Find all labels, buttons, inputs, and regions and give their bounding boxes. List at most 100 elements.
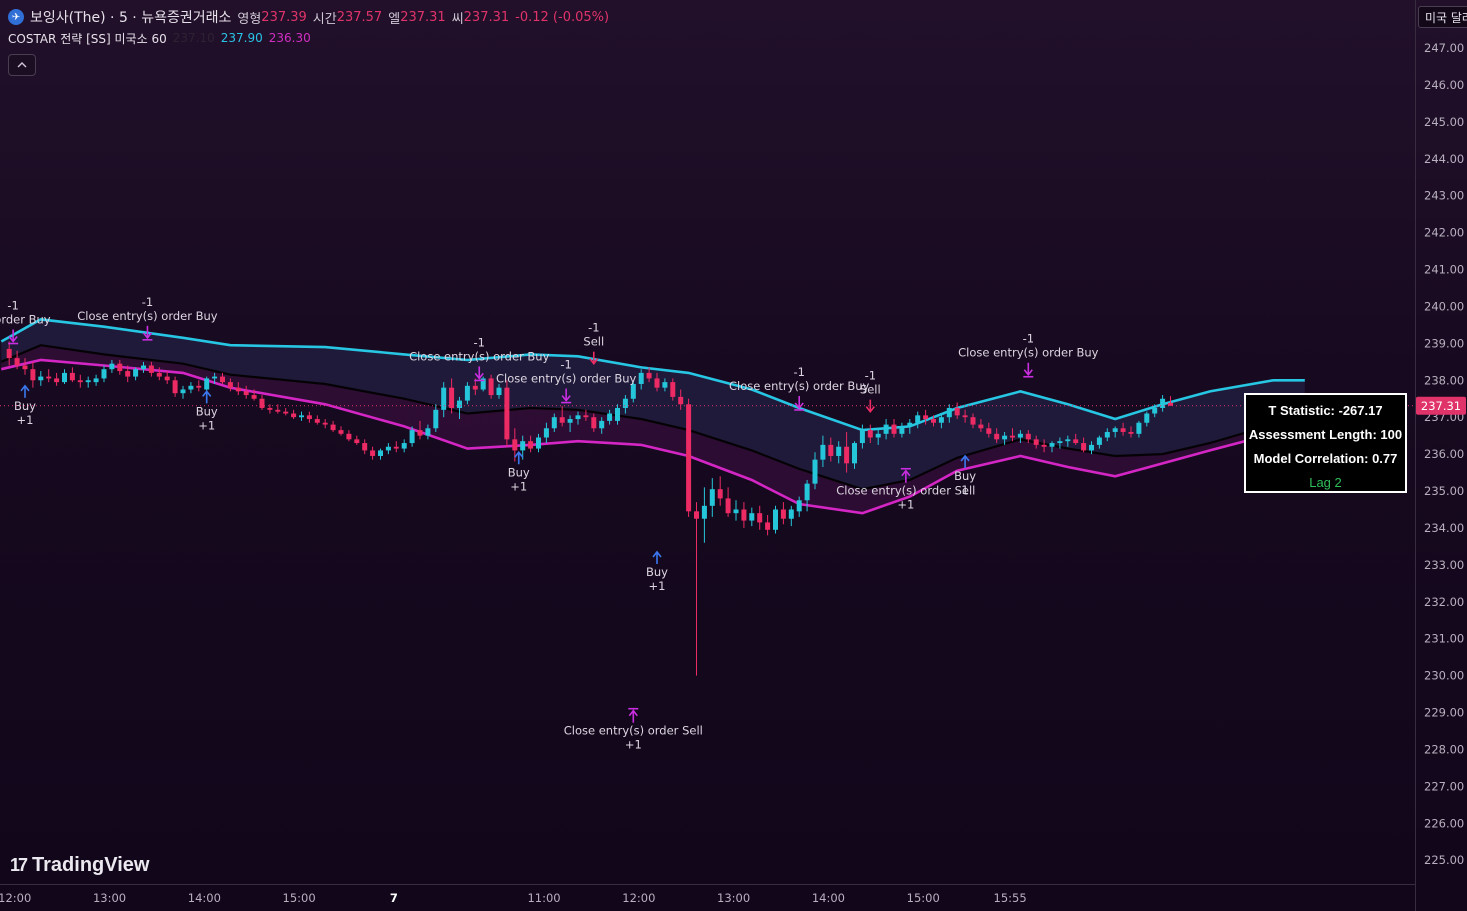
candle-body (464, 385, 470, 401)
candle-body (1041, 444, 1047, 447)
candle-body (962, 415, 968, 418)
candle (907, 419, 913, 434)
candle (417, 420, 423, 440)
time-axis: 12:00 13:00 14:00 15:00 7 11:00 12:00 13:00 14:0… (0, 891, 1027, 905)
candle (69, 367, 75, 383)
candle-body (757, 513, 763, 523)
candle-body (788, 509, 794, 519)
candle (1065, 435, 1071, 447)
candle (464, 382, 470, 405)
candle-body (970, 417, 976, 425)
candle (773, 505, 778, 534)
candle-body (227, 382, 233, 388)
lag-value: Lag 2 (1309, 475, 1342, 490)
candle (836, 441, 842, 464)
trade-marker-entry-buy: Buy+1 (14, 384, 36, 427)
low-value: 237.31 (400, 9, 446, 25)
candle-body (765, 522, 771, 530)
candle (1160, 395, 1166, 412)
candle (583, 409, 589, 421)
candle-body (1081, 443, 1087, 451)
price-tick-label: 229.00 (1424, 706, 1464, 720)
candle-body (77, 380, 83, 383)
candle-body (1033, 439, 1039, 445)
candle-body (583, 415, 589, 418)
candle-body (859, 430, 865, 444)
candle-body (156, 372, 162, 377)
candle (1081, 437, 1087, 453)
candle-body (654, 378, 660, 388)
price-tick-label: 243.00 (1424, 189, 1464, 203)
candle-body (1112, 428, 1118, 432)
time-tick-label: 15:55 (994, 891, 1027, 905)
candle (441, 382, 447, 418)
candle-body (148, 365, 154, 373)
candle (986, 422, 992, 438)
candle (243, 385, 249, 399)
candle (954, 402, 960, 420)
candle (938, 413, 944, 429)
candle (946, 404, 952, 423)
price-tick-label: 239.00 (1424, 336, 1464, 350)
candle-body (330, 424, 336, 431)
marker-label: Sell (860, 383, 881, 397)
candle-body (1002, 435, 1008, 440)
candle-body (457, 400, 462, 408)
marker-label: (s) order Buy (0, 313, 51, 327)
candle-body (362, 443, 368, 451)
candle (1136, 420, 1142, 438)
candle-body (393, 446, 399, 449)
candle (646, 367, 652, 383)
candle (306, 411, 312, 423)
candle (180, 385, 186, 399)
candle-body (14, 358, 20, 366)
candle (378, 448, 383, 460)
marker-label: -1 (560, 358, 571, 372)
candle-body (283, 411, 289, 414)
candle (1057, 437, 1063, 449)
candle-body (694, 511, 699, 519)
candle-body (749, 513, 755, 521)
indicator-name[interactable]: COSTAR 전략 [SS] 미국소 60 (8, 31, 167, 46)
candle (733, 500, 739, 521)
middle-line (0, 344, 1306, 491)
candle-body (117, 363, 123, 372)
candle (662, 378, 668, 392)
candle-body (630, 383, 636, 399)
price-tick-label: 233.00 (1424, 558, 1464, 572)
candle (899, 422, 905, 438)
candle-body (220, 376, 225, 383)
currency-button[interactable]: 미국 달러 (1418, 6, 1467, 28)
candle-body (915, 415, 921, 423)
candle (235, 382, 241, 396)
tradingview-watermark[interactable]: 17 TradingView (10, 854, 149, 877)
candle (615, 404, 620, 425)
arrow-down-head-icon (865, 406, 875, 413)
candle-body (717, 489, 723, 499)
candle (401, 439, 407, 453)
candle-body (212, 376, 218, 379)
time-tick-label: 14:00 (812, 891, 845, 905)
boeing-logo-icon[interactable]: ✈ (8, 9, 24, 25)
trade-marker-exit-buy: -1(s) order Buy (0, 299, 51, 345)
candle-body (188, 385, 194, 390)
candle-body (370, 450, 376, 456)
candle (915, 411, 921, 429)
trade-marker-entry-buy: Buy+1 (196, 390, 218, 432)
candle (844, 431, 850, 473)
candle (275, 404, 281, 414)
candle-body (314, 419, 320, 423)
collapse-legend-button[interactable] (8, 54, 36, 76)
price-tick-label: 231.00 (1424, 632, 1464, 646)
trade-marker-exit-sell: Close entry(s) order Sell+1 (564, 707, 703, 752)
symbol-title[interactable]: 보잉사(The) · 5 · 뉴욕증권거래소 (30, 10, 232, 26)
candle (796, 496, 802, 517)
candle-body (1120, 428, 1126, 432)
candle (283, 407, 289, 416)
price-tick-label: 247.00 (1424, 41, 1464, 55)
candle-body (567, 419, 573, 423)
candle (314, 415, 320, 425)
candle-body (686, 404, 692, 512)
